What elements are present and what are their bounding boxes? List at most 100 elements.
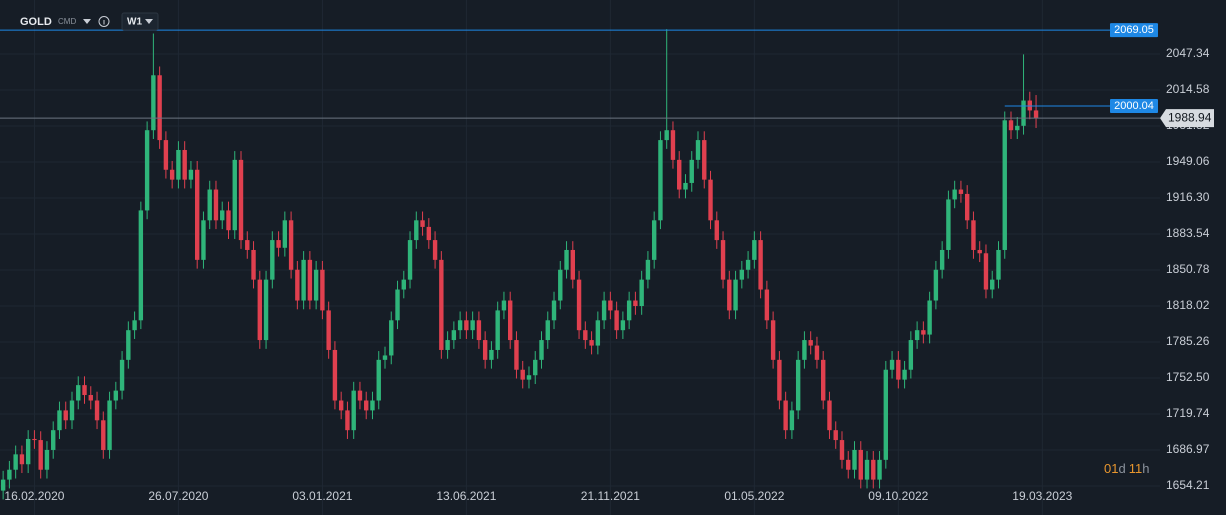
candle-body	[921, 330, 926, 335]
candle-body	[19, 454, 25, 465]
y-tick-label: 1883.54	[1166, 226, 1210, 240]
candle-body	[683, 182, 688, 190]
candle-body	[1027, 100, 1032, 111]
candle-body	[194, 169, 200, 260]
candle-body	[783, 400, 788, 431]
candle-body	[489, 349, 494, 360]
symbol-dropdown[interactable]	[83, 19, 91, 24]
candle-body	[639, 279, 644, 307]
candle-body	[439, 259, 444, 350]
candle-body	[889, 359, 895, 370]
candle-body	[82, 385, 87, 396]
candle-body	[714, 220, 719, 241]
candle-body	[727, 279, 732, 311]
candle-body	[971, 220, 976, 250]
level-tag	[1110, 98, 1158, 113]
candle-body	[426, 226, 432, 241]
candle-body	[752, 240, 757, 260]
candle-body	[38, 440, 43, 470]
candle-body	[332, 349, 338, 401]
countdown-day-unit: d	[1118, 461, 1125, 476]
candle-body	[927, 300, 932, 335]
candle-body	[789, 410, 795, 431]
y-tick-label: 2014.58	[1166, 82, 1210, 96]
candle-body	[770, 320, 776, 360]
candle-body	[514, 340, 519, 370]
y-tick-label: 1719.74	[1166, 406, 1210, 420]
candle-body	[1008, 120, 1014, 131]
candle-body	[814, 345, 820, 360]
candle-body	[846, 459, 851, 470]
candle-body	[908, 340, 914, 370]
candles	[0, 29, 1039, 500]
candle-body	[708, 179, 713, 221]
candle-body	[626, 300, 632, 321]
level-label: 2000.04	[1114, 100, 1154, 112]
x-tick-label: 16.02.2020	[4, 489, 64, 503]
y-tick-label: 1654.21	[1166, 478, 1210, 492]
x-tick-label: 19.03.2023	[1012, 489, 1072, 503]
candle-body	[44, 449, 50, 470]
candle-body	[401, 279, 406, 290]
candle-body	[651, 220, 657, 260]
candle-body	[745, 259, 751, 270]
candle-body	[301, 259, 306, 301]
candle-body	[220, 210, 225, 221]
candle-body	[126, 330, 131, 360]
x-tick-label: 09.10.2022	[868, 489, 928, 503]
x-tick-label: 21.11.2021	[581, 489, 640, 503]
candle-body	[213, 189, 219, 221]
candle-body	[802, 340, 807, 360]
candle-body	[138, 210, 144, 321]
last-price-tag	[1160, 109, 1214, 128]
countdown-hour-unit: h	[1142, 461, 1149, 476]
candle-body	[226, 210, 231, 231]
info-icon[interactable]	[98, 16, 110, 27]
candle-body	[933, 269, 939, 301]
candle-body	[119, 359, 125, 391]
countdown-days: 01	[1104, 461, 1118, 476]
candle-body	[952, 189, 957, 200]
x-tick-label: 03.01.2021	[292, 489, 352, 503]
candle-body	[163, 140, 169, 170]
y-tick-label: 2047.34	[1166, 46, 1210, 60]
candle-body	[733, 279, 738, 311]
level-label: 2069.05	[1114, 24, 1154, 36]
candle-body	[589, 340, 594, 346]
candle-body	[939, 249, 945, 270]
candle-body	[1033, 110, 1039, 119]
candle-body	[295, 269, 300, 301]
candle-body	[902, 369, 907, 380]
candle-body	[476, 320, 482, 341]
candle-body	[282, 220, 288, 248]
candle-body	[645, 259, 651, 280]
symbol[interactable]: GOLD	[20, 16, 52, 28]
candle-body	[526, 375, 532, 380]
candle-body	[821, 359, 826, 401]
candle-body	[238, 159, 244, 241]
candle-body	[251, 249, 256, 280]
candle-body	[338, 400, 344, 411]
candle-body	[520, 369, 525, 380]
candle-body	[370, 400, 375, 411]
candle-body	[245, 240, 250, 250]
candle-body	[420, 220, 425, 227]
candle-body	[871, 459, 876, 480]
timeframe-dropdown[interactable]	[145, 19, 153, 24]
candle-body	[608, 300, 613, 311]
candle-body	[739, 269, 745, 280]
candle-body	[614, 310, 619, 331]
candle-body	[808, 340, 813, 346]
candle-body	[451, 330, 457, 341]
candle-body	[839, 440, 845, 460]
candle-body	[946, 199, 951, 250]
y-tick-label: 1949.06	[1166, 154, 1210, 168]
candle-body	[551, 300, 557, 321]
candle-body	[207, 189, 212, 221]
candle-body	[545, 320, 550, 341]
candle-body	[132, 320, 137, 331]
timeframe-button[interactable]	[121, 12, 159, 31]
candle-body	[1002, 120, 1007, 250]
candle-body	[914, 330, 920, 341]
candle-body	[113, 390, 119, 401]
